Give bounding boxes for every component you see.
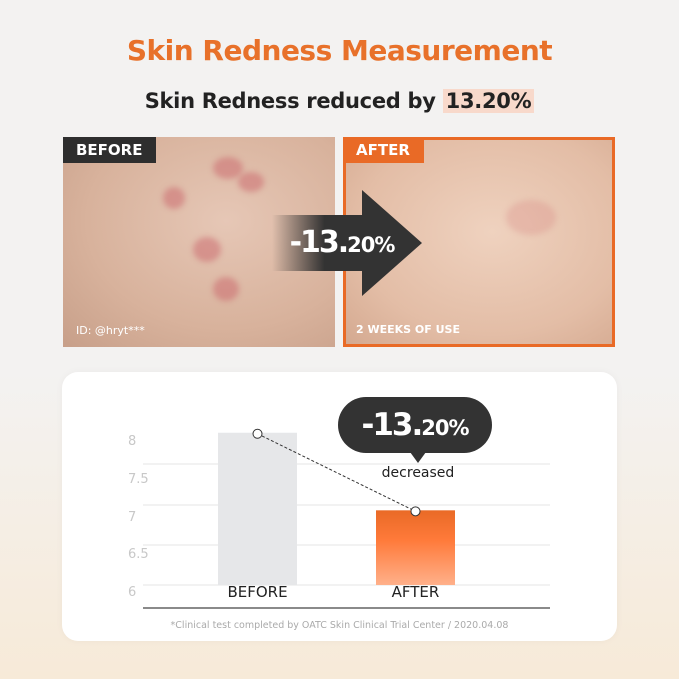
data-point <box>410 506 421 517</box>
y-tick-label: 8 <box>128 434 136 449</box>
reduction-overlay: -13.20% <box>289 225 396 260</box>
x-tick-label: BEFORE <box>227 583 287 601</box>
y-tick-label: 6.5 <box>128 547 149 562</box>
y-tick-label: 7.5 <box>128 472 149 487</box>
callout-note: decreased <box>381 465 455 481</box>
page-title: Skin Redness Measurement <box>126 34 553 67</box>
reduction-callout: -13.20% <box>338 397 492 463</box>
highlight-value: 13.20% <box>442 89 535 113</box>
after-label: AFTER <box>346 140 424 163</box>
footnote: *Clinical test completed by OATC Skin Cl… <box>170 620 509 631</box>
bar-before <box>218 432 297 585</box>
bar-after <box>376 510 455 585</box>
before-label: BEFORE <box>63 137 157 163</box>
y-tick-label: 6 <box>128 585 136 600</box>
trend-line <box>257 433 416 512</box>
arrow-right-icon <box>272 190 422 296</box>
duration-caption: 2 WEEKS OF USE <box>356 323 460 336</box>
data-point <box>252 428 263 439</box>
x-tick-label: AFTER <box>392 583 440 601</box>
user-id-caption: ID: @hryt*** <box>76 324 145 337</box>
y-tick-label: 7 <box>128 510 136 525</box>
subtitle: Skin Redness reduced by 13.20% <box>0 89 679 113</box>
